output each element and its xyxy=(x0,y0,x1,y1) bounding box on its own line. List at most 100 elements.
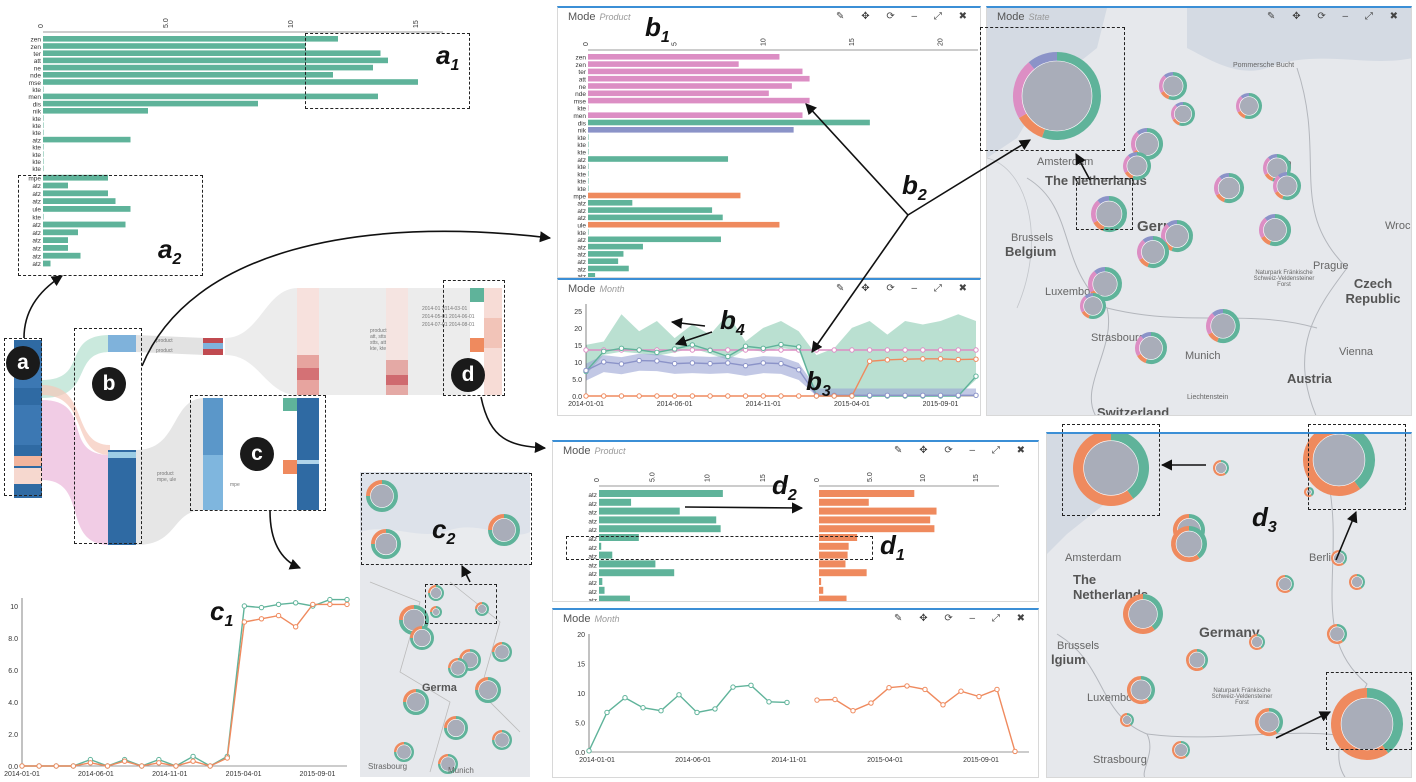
c1-pt-1-17 xyxy=(310,601,316,608)
b1-bar-7 xyxy=(588,105,589,111)
b3-panel-toolbar[interactable]: ✎ ✥ ⟳ – ⤢ ✖ xyxy=(836,283,974,294)
dm-pt-0-1 xyxy=(604,709,610,716)
b3-pt-2-12 xyxy=(796,367,802,373)
b3-pt-3-8 xyxy=(725,393,731,399)
b1-label-1: zen xyxy=(576,62,587,69)
c1-pt-0-18 xyxy=(327,596,333,603)
d-product-panel-toolbar[interactable]: ✎ ✥ ⟳ – ⤢ ✖ xyxy=(894,445,1032,456)
d3-map-glyph-9-ring-1 xyxy=(1123,594,1155,634)
b3-xtick-3: 2015-04-01 xyxy=(834,401,870,408)
b-map-glyph-4-ring-3 xyxy=(1136,128,1148,136)
a1-label-2: ter xyxy=(33,51,41,58)
d1-green-label-9: atz xyxy=(588,571,597,578)
b1-bar-18 xyxy=(588,185,589,191)
b-map-glyph-14-ring-0 xyxy=(1088,293,1106,319)
d3-map-glyph-8-core xyxy=(1278,577,1292,591)
b-map-glyph-1-core xyxy=(1162,75,1184,97)
d1-green-bar-2 xyxy=(599,507,680,515)
b1-bar-10 xyxy=(588,127,794,133)
b1-bar-12 xyxy=(588,141,589,148)
b-map-glyph-11-ring-3 xyxy=(1142,236,1154,244)
a1-label-7: kte xyxy=(32,87,41,94)
b3-pt-0-20 xyxy=(937,347,944,353)
b-map-glyph-9-core xyxy=(1095,200,1123,228)
d3-map-glyph-12-ring-1 xyxy=(1186,649,1204,671)
d1-green-bar-1 xyxy=(599,498,632,506)
c2-source-box xyxy=(425,584,497,624)
b1-bar-5 xyxy=(588,90,769,97)
b-map-glyph-5-core xyxy=(1126,155,1148,177)
b-map-glyph-16-ring-1 xyxy=(1137,353,1148,364)
c2-map-glyph-2-ring-0 xyxy=(488,514,520,546)
b-map-glyph-14-ring-2 xyxy=(1080,296,1088,313)
map-label-prague: Prague xyxy=(1313,260,1349,272)
d1-green-bar-7 xyxy=(599,551,613,559)
b3-pt-0-21 xyxy=(955,347,961,353)
b-state-panel-toolbar[interactable]: ✎ ✥ ⟳ – ⤢ ✖ xyxy=(1267,11,1405,22)
d3-map-glyph-0-ring-1 xyxy=(1073,434,1134,506)
d1-green-label-2: atz xyxy=(588,510,597,517)
c2-map-glyph-2-core xyxy=(492,518,516,542)
b1-bar-24 xyxy=(588,229,589,235)
map-label-austria: Austria xyxy=(1287,371,1332,386)
b3-pt-2-9 xyxy=(742,362,749,369)
b3-pt-1-3 xyxy=(636,347,642,353)
c1-pt-0-14 xyxy=(258,604,265,611)
a2-label-1: atz xyxy=(32,183,41,190)
b-map-glyph-16-ring-2 xyxy=(1135,335,1144,356)
b1-bar-1 xyxy=(588,61,739,67)
b-map-glyph-10-ring-3 xyxy=(1166,220,1178,228)
dm-ytick-2: 10 xyxy=(577,691,585,698)
d3-map-glyph-10-ring-0 xyxy=(1256,634,1265,649)
map-label-belgium: Belgium xyxy=(1005,244,1057,259)
map-label-strasbourg: Strasbourg xyxy=(1091,332,1145,344)
c2-map-label-strasbourg: Strasbourg xyxy=(368,762,408,771)
c2-map-glyph-7-ring-0 xyxy=(410,626,434,650)
b1-label-11: kte xyxy=(577,135,586,142)
c2-map-glyph-4-core xyxy=(432,608,440,616)
a1-label-10: nik xyxy=(33,109,42,116)
d3-map-label-strasbourg: Strasbourg xyxy=(1093,754,1147,766)
a2-bar-0 xyxy=(43,174,108,181)
b-map-glyph-2-ring-3 xyxy=(1175,102,1184,108)
b1-label-14: atz xyxy=(577,157,586,164)
d-month-panel-toolbar[interactable]: ✎ ✥ ⟳ – ⤢ ✖ xyxy=(894,613,1032,624)
c1-line-1 xyxy=(22,603,347,767)
dm-pt-0-6 xyxy=(694,709,700,716)
c1-xtick-4: 2015-09-01 xyxy=(300,771,336,778)
a-bar-chart: 0 5.0 10 15zenzenterattnendemsektemendisnik… xyxy=(28,18,443,268)
b3-pt-2-8 xyxy=(725,360,731,366)
a1-label-14: atz xyxy=(32,137,41,144)
b-map-glyph-6-ring-2 xyxy=(1263,157,1271,175)
b-map-glyph-1-ring-2 xyxy=(1159,75,1167,93)
d1-orange-tick-2: 10 xyxy=(920,474,927,482)
d3-map-glyph-5-ring-1 xyxy=(1171,526,1200,562)
d3-map-label-amsterdam: Amsterdam xyxy=(1065,552,1122,564)
d-month-panel-title: Mode Month xyxy=(563,613,620,625)
d3-map-glyph-7-core xyxy=(1351,576,1363,588)
c2-map-glyph-1-ring-0 xyxy=(371,529,401,559)
d3-map-label-belgium: lgium xyxy=(1051,652,1086,667)
b3-pt-1-1 xyxy=(601,348,607,355)
b1-label-19: mpe xyxy=(573,193,586,200)
b3-pt-0-22 xyxy=(973,347,979,353)
b3-ytick-5: 25 xyxy=(574,309,582,316)
c2-map-glyph-9-ring-0 xyxy=(492,642,512,662)
a1-label-11: kte xyxy=(32,116,41,123)
d1-green-tick-1: 5.0 xyxy=(649,472,656,482)
dm-pt-1-11 xyxy=(1012,748,1018,755)
b2-map-highlight-box xyxy=(980,27,1125,151)
d3-map-glyph-7-ring-0 xyxy=(1356,574,1365,589)
b3-pt-2-5 xyxy=(671,360,678,367)
c1-pt-1-5 xyxy=(104,763,111,769)
dm-ytick-3: 15 xyxy=(577,662,585,669)
a2-bar-10 xyxy=(43,252,81,259)
b-axis-box xyxy=(74,328,142,544)
c1-pt-1-11 xyxy=(207,763,213,769)
map-label-czech: Czech Republic xyxy=(1345,276,1401,306)
b3-pt-0-14 xyxy=(831,347,837,353)
b1-panel-toolbar[interactable]: ✎ ✥ ⟳ – ⤢ ✖ xyxy=(836,11,974,22)
a1-bar-7 xyxy=(43,86,44,92)
b-state-map-panel: Mode State ✎ ✥ ⟳ – ⤢ ✖ The Netherlands Am… xyxy=(986,6,1412,416)
b3-pt-1-8 xyxy=(725,353,731,360)
